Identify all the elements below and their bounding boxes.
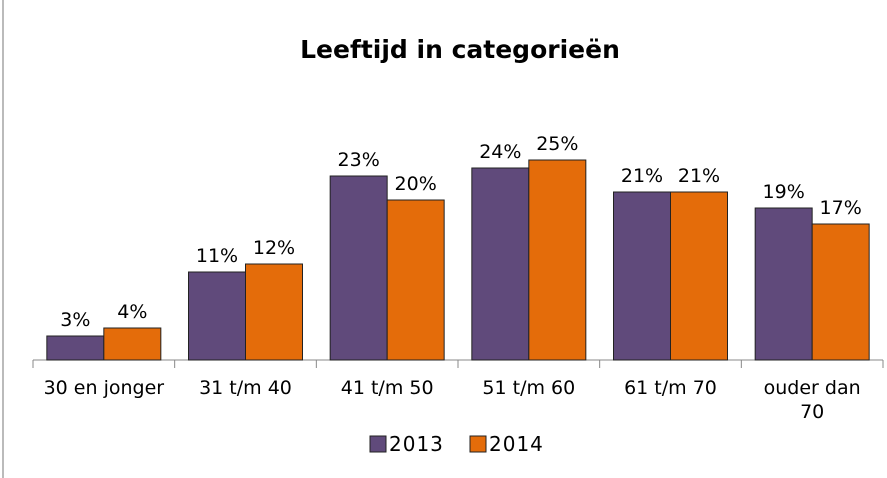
data-label: 17% (820, 197, 862, 219)
data-label: 20% (395, 173, 437, 195)
bar (329, 175, 388, 361)
legend-swatch (369, 435, 387, 453)
data-label: 25% (536, 133, 578, 155)
bar (670, 191, 728, 361)
chart-title: Leeftijd in categorieën (300, 35, 620, 64)
bar (46, 335, 105, 361)
data-label: 4% (117, 301, 147, 323)
data-label: 23% (338, 149, 380, 171)
x-tick-label: 41 t/m 50 (340, 377, 434, 399)
data-label: 24% (479, 141, 521, 163)
bar (103, 327, 162, 361)
bar (528, 159, 587, 361)
legend-label: 2013 (389, 432, 444, 456)
legend-swatch (469, 435, 487, 453)
data-label: 11% (196, 245, 238, 267)
data-label: 3% (60, 309, 90, 331)
x-tick-label: ouder dan 70 (763, 377, 861, 423)
x-tick-label: 51 t/m 60 (482, 377, 576, 399)
bar (245, 263, 303, 361)
data-label: 19% (763, 181, 805, 203)
x-tick-label: 61 t/m 70 (624, 377, 717, 399)
bar (471, 167, 530, 361)
bar (188, 271, 246, 361)
x-tick-label: 31 t/m 40 (199, 377, 292, 399)
bar (754, 207, 813, 361)
data-label: 21% (621, 165, 663, 187)
x-tick-label: 30 en jonger (43, 377, 165, 399)
data-label: 21% (678, 165, 720, 187)
bar (613, 191, 671, 361)
bar (811, 223, 870, 361)
data-label: 12% (253, 237, 295, 259)
legend-label: 2014 (489, 432, 544, 456)
bar (386, 199, 445, 361)
